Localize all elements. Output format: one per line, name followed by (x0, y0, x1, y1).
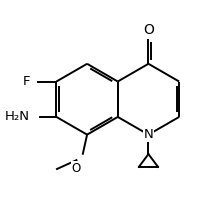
Text: F: F (23, 75, 30, 88)
Text: H₂N: H₂N (4, 110, 29, 123)
Text: O: O (72, 162, 81, 175)
Text: O: O (143, 22, 154, 37)
Text: N: N (144, 128, 153, 141)
Text: O: O (72, 162, 81, 175)
